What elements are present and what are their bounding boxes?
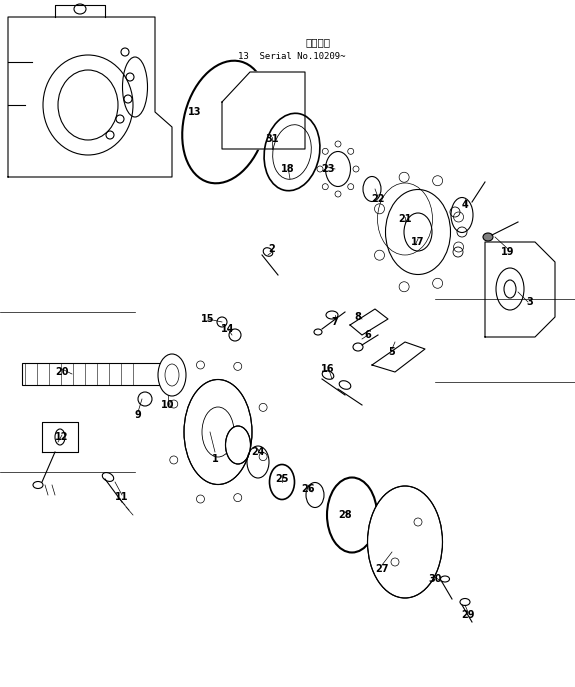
- Text: 15: 15: [201, 314, 214, 324]
- Ellipse shape: [184, 379, 252, 484]
- Text: 17: 17: [411, 237, 425, 247]
- Text: 28: 28: [338, 510, 352, 520]
- Text: 13  Serial No.10209~: 13 Serial No.10209~: [238, 52, 346, 61]
- Text: 25: 25: [275, 474, 289, 484]
- Ellipse shape: [33, 482, 43, 488]
- Ellipse shape: [102, 473, 114, 482]
- Text: 10: 10: [161, 400, 175, 410]
- Text: 29: 29: [461, 610, 475, 620]
- Text: 11: 11: [115, 492, 129, 502]
- Text: 13: 13: [188, 107, 202, 117]
- Text: 1: 1: [212, 454, 218, 464]
- Text: 3: 3: [527, 297, 534, 307]
- Text: 19: 19: [501, 247, 515, 257]
- Text: 16: 16: [321, 364, 335, 374]
- Text: 2: 2: [269, 244, 275, 254]
- Text: 適用号象: 適用号象: [305, 37, 330, 47]
- Ellipse shape: [322, 371, 334, 379]
- Text: 26: 26: [301, 484, 315, 494]
- Ellipse shape: [440, 576, 450, 582]
- Ellipse shape: [158, 354, 186, 396]
- Text: 31: 31: [265, 134, 279, 144]
- Text: 14: 14: [221, 324, 235, 334]
- Ellipse shape: [367, 486, 443, 598]
- Text: 6: 6: [365, 330, 371, 340]
- Text: 18: 18: [281, 164, 295, 174]
- Text: 23: 23: [321, 164, 335, 174]
- Ellipse shape: [339, 381, 351, 390]
- Text: 4: 4: [462, 200, 469, 210]
- Text: 20: 20: [55, 367, 69, 377]
- Ellipse shape: [314, 329, 322, 335]
- Text: 27: 27: [375, 564, 389, 574]
- Text: 9: 9: [135, 410, 141, 420]
- Text: 24: 24: [251, 447, 264, 457]
- Text: 8: 8: [355, 312, 362, 322]
- Polygon shape: [42, 422, 78, 452]
- Text: 30: 30: [428, 574, 442, 584]
- Text: 7: 7: [332, 317, 338, 327]
- Text: 5: 5: [389, 347, 396, 357]
- Polygon shape: [372, 342, 425, 372]
- Ellipse shape: [225, 426, 251, 464]
- Text: 12: 12: [55, 432, 69, 442]
- Ellipse shape: [460, 598, 470, 605]
- Ellipse shape: [74, 4, 86, 14]
- Text: 22: 22: [371, 194, 385, 204]
- Ellipse shape: [326, 311, 338, 319]
- Polygon shape: [485, 242, 555, 337]
- Ellipse shape: [325, 152, 351, 186]
- Ellipse shape: [483, 233, 493, 241]
- Ellipse shape: [263, 248, 273, 256]
- Polygon shape: [222, 72, 305, 149]
- Text: 21: 21: [398, 214, 412, 224]
- Bar: [22, 363, 167, 385]
